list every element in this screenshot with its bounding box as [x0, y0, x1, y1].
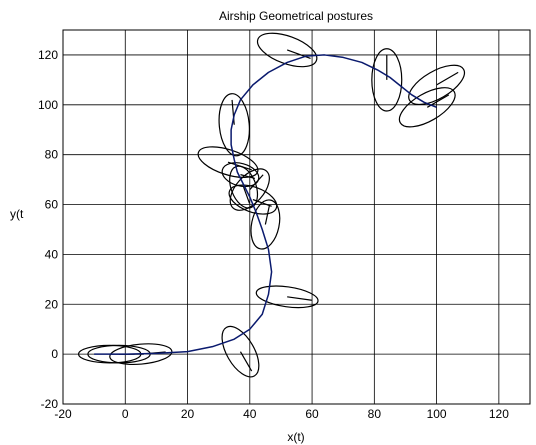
y-tick-label: 0: [51, 347, 58, 361]
x-tick-label: 20: [181, 407, 195, 421]
posture-mark: [221, 162, 260, 188]
y-tick-label: 80: [45, 148, 59, 162]
chart-title: Airship Geometrical postures: [219, 9, 373, 23]
posture-axis: [231, 99, 235, 125]
y-tick-label: -20: [41, 397, 59, 411]
x-tick-label: 80: [368, 407, 382, 421]
plot-frame: [62, 29, 531, 405]
y-axis-label: y(t: [10, 207, 24, 221]
x-axis-ticks: -20 0 20 40 60 80 100 120: [54, 407, 509, 421]
posture-axis: [287, 296, 312, 301]
posture-ellipse: [371, 48, 403, 112]
posture-mark: [250, 199, 281, 250]
posture-axis: [264, 204, 271, 225]
posture-mark: [255, 285, 319, 309]
posture-ellipse: [250, 199, 281, 250]
posture-axis: [227, 161, 252, 171]
posture-ellipse: [109, 343, 173, 366]
x-tick-label: 40: [243, 407, 257, 421]
posture-ellipse: [398, 87, 456, 128]
posture-mark: [218, 93, 250, 157]
posture-mark: [408, 64, 466, 106]
x-axis-label: x(t): [287, 430, 304, 444]
x-tick-label: 100: [427, 407, 447, 421]
posture-axis: [239, 351, 253, 372]
y-tick-label: 60: [45, 198, 59, 212]
trajectory-line: [94, 54, 437, 355]
posture-axis: [243, 186, 251, 204]
x-tick-label: 60: [305, 407, 319, 421]
posture-ellipse: [218, 93, 250, 157]
y-tick-label: 20: [45, 297, 59, 311]
posture-ellipse: [221, 162, 260, 188]
posture-axis: [286, 49, 311, 60]
y-tick-label: 40: [45, 247, 59, 261]
posture-axis: [436, 71, 459, 86]
y-tick-label: 120: [38, 48, 58, 62]
posture-ellipse: [408, 64, 466, 106]
x-tick-label: 120: [489, 407, 509, 421]
x-tick-label: -20: [54, 407, 72, 421]
series-layer: [94, 54, 437, 355]
plot-background: [63, 30, 530, 404]
posture-axis: [240, 174, 256, 180]
posture-ellipse: [256, 32, 318, 68]
y-axis-ticks: -20 0 20 40 60 80 100 120: [38, 48, 58, 411]
y-tick-label: 100: [38, 98, 58, 112]
posture-mark: [256, 32, 318, 68]
x-tick-label: 0: [122, 407, 129, 421]
posture-ellipse: [255, 285, 319, 309]
posture-ellipse: [229, 168, 270, 211]
